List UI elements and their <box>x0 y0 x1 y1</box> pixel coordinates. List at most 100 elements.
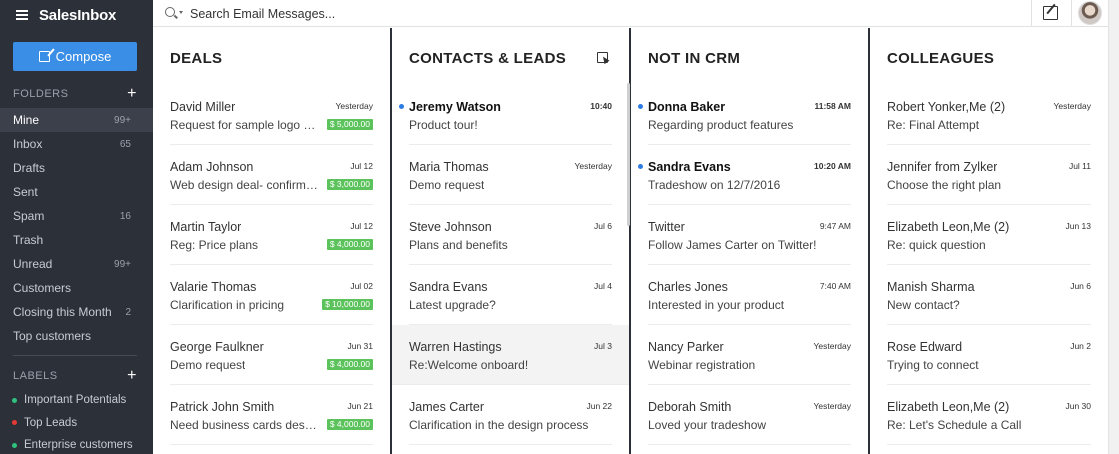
list-item[interactable]: James Carter Jun 22 Clarification in the d… <box>409 385 612 445</box>
mail-subject: Webinar registration <box>648 358 756 372</box>
list-item[interactable]: Sandra Evans Jul 4 Latest upgrade? <box>409 265 612 325</box>
label-text: Important Potentials <box>24 394 127 407</box>
folder-item-top-customers[interactable]: Top customers <box>0 324 153 348</box>
contacts-leads-column: CONTACTS & LEADS Jeremy Watson 10:40 Produ… <box>392 28 630 454</box>
mail-date: Jul 12 <box>350 161 373 171</box>
list-item[interactable]: Donna Baker 11:58 AM Regarding product fea… <box>638 85 851 145</box>
label-color-dot <box>12 420 17 426</box>
folder-item-unread[interactable]: Unread 99+ <box>0 252 153 276</box>
sender-name: George Faulkner <box>170 340 264 354</box>
list-item[interactable]: Sandra Evans 10:20 AM Tradeshow on 12/7/20… <box>638 145 851 205</box>
sender-name: Twitter <box>648 220 685 234</box>
mail-subject: Interested in your product <box>648 298 785 312</box>
compose-icon <box>38 51 50 62</box>
list-item[interactable]: Jennifer from Zylker Jul 11 Choose the rig… <box>887 145 1091 205</box>
list-item[interactable]: Martin Taylor Jul 12 Reg: Price plans $ 4,0… <box>170 205 373 265</box>
new-note-icon[interactable] <box>1043 6 1058 20</box>
folder-label: Sent <box>13 185 38 199</box>
search-icon[interactable] <box>165 7 175 17</box>
compose-button[interactable]: Compose <box>13 42 137 71</box>
mail-subject: Web design deal- confirmat... <box>170 178 318 192</box>
list-item[interactable]: Jeremy Watson 10:40 Product tour! <box>399 85 612 145</box>
add-label-icon[interactable]: + <box>127 367 137 384</box>
sender-name: Nancy Parker <box>648 340 724 354</box>
list-item-selected[interactable]: Warren Hastings Jul 3 Re:Welcome onboard! <box>392 325 629 385</box>
mail-date: Jun 6 <box>1070 281 1091 291</box>
compose-label: Compose <box>55 49 112 64</box>
folder-label: Customers <box>13 281 72 295</box>
mail-subject: Re: Final Attempt <box>887 118 980 132</box>
sender-name: Maria Thomas <box>409 160 489 174</box>
deal-amount-badge: $ 4,000.00 <box>326 419 373 430</box>
folder-item-trash[interactable]: Trash <box>0 228 153 252</box>
sender-name: Elizabeth Leon,Me (2) <box>887 400 1010 414</box>
list-item[interactable]: Charles Jones 7:40 AM Interested in your p… <box>648 265 851 325</box>
folder-item-sent[interactable]: Sent <box>0 180 153 204</box>
folder-item-mine[interactable]: Mine 99+ <box>0 108 153 132</box>
folder-label: Unread <box>13 257 53 271</box>
deal-amount-badge: $ 5,000.00 <box>326 119 373 130</box>
folder-count: 16 <box>119 210 131 222</box>
list-item[interactable]: Nancy Parker Yesterday Webinar registratio… <box>648 325 851 385</box>
contacts-list: Jeremy Watson 10:40 Product tour! Maria Th… <box>392 85 629 445</box>
mail-date: Jun 13 <box>1065 221 1091 231</box>
sender-name: Steve Johnson <box>409 220 492 234</box>
list-item[interactable]: Valarie Thomas Jul 02 Clarification in pri… <box>170 265 373 325</box>
search-input[interactable] <box>190 5 590 23</box>
labels-heading: LABELS <box>13 370 58 382</box>
sender-name: Deborah Smith <box>648 400 732 414</box>
list-item[interactable]: Robert Yonker,Me (2) Yesterday Re: Final A… <box>887 85 1091 145</box>
list-item[interactable]: Adam Johnson Jul 12 Web design deal- confi… <box>170 145 373 205</box>
avatar[interactable] <box>1078 1 1102 25</box>
folder-count: 2 <box>125 306 131 318</box>
list-item[interactable]: Manish Sharma Jun 6 New contact? <box>887 265 1091 325</box>
column-scrollbar[interactable] <box>627 83 630 226</box>
list-item[interactable]: Deborah Smith Yesterday Loved your tradesh… <box>648 385 851 445</box>
sidebar: SalesInbox Compose FOLDERS + Mine 99+ Inb… <box>0 0 153 454</box>
deal-amount-badge: $ 4,000.00 <box>326 239 373 250</box>
folder-item-inbox[interactable]: Inbox 65 <box>0 132 153 156</box>
sender-name: Robert Yonker,Me (2) <box>887 100 1006 114</box>
folders-header: FOLDERS + <box>13 86 137 102</box>
mail-date: Jun 21 <box>347 401 373 411</box>
menu-icon[interactable] <box>16 10 28 20</box>
list-item[interactable]: Maria Thomas Yesterday Demo request <box>409 145 612 205</box>
mail-subject: Follow James Carter on Twitter! <box>648 238 817 252</box>
list-item[interactable]: Patrick John Smith Jun 21 Need business ca… <box>170 385 373 445</box>
folder-item-customers[interactable]: Customers <box>0 276 153 300</box>
folder-label: Top customers <box>13 329 92 343</box>
list-item[interactable]: Elizabeth Leon,Me (2) Jun 30 Re: Let's Sch… <box>887 385 1091 445</box>
sender-name: Elizabeth Leon,Me (2) <box>887 220 1010 234</box>
folder-label: Mine <box>13 113 40 127</box>
folder-label: Closing this Month <box>13 305 112 319</box>
column-title: COLLEAGUES <box>887 50 995 67</box>
label-item-top-leads[interactable]: Top Leads <box>0 412 153 435</box>
list-item[interactable]: Elizabeth Leon,Me (2) Jun 13 Re: quick que… <box>887 205 1091 265</box>
chevron-down-icon[interactable] <box>179 11 183 14</box>
mail-date: 10:20 AM <box>813 161 851 171</box>
folder-item-closing-this-month[interactable]: Closing this Month 2 <box>0 300 153 324</box>
list-item[interactable]: Twitter 9:47 AM Follow James Carter on Twi… <box>648 205 851 265</box>
mail-subject: Re: quick question <box>887 238 986 252</box>
list-item[interactable]: David Miller Yesterday Request for sample … <box>170 85 373 145</box>
label-item-enterprise-customers[interactable]: Enterprise customers <box>0 434 153 454</box>
list-item[interactable]: Rose Edward Jun 2 Trying to connect <box>887 325 1091 385</box>
deal-amount-badge: $ 3,000.00 <box>326 179 373 190</box>
mail-subject: Demo request <box>409 178 485 192</box>
add-folder-icon[interactable]: + <box>127 85 137 102</box>
folder-item-drafts[interactable]: Drafts <box>0 156 153 180</box>
sender-name: Manish Sharma <box>887 280 975 294</box>
folder-count: 99+ <box>114 258 131 270</box>
mail-subject: Clarification in the design process <box>409 418 589 432</box>
select-cursor-icon[interactable] <box>597 52 608 63</box>
label-list: Important Potentials Top Leads Enterpris… <box>0 389 153 454</box>
sender-name: Patrick John Smith <box>170 400 275 414</box>
list-item[interactable]: Steve Johnson Jul 6 Plans and benefits <box>409 205 612 265</box>
page-scrollbar[interactable] <box>1108 0 1119 454</box>
mail-subject: Reg: Price plans <box>170 238 259 252</box>
mail-subject: Tradeshow on 12/7/2016 <box>648 178 781 192</box>
mail-date: 9:47 AM <box>819 221 851 231</box>
label-item-important-potentials[interactable]: Important Potentials <box>0 389 153 412</box>
folder-item-spam[interactable]: Spam 16 <box>0 204 153 228</box>
list-item[interactable]: George Faulkner Jun 31 Demo request $ 4,000… <box>170 325 373 385</box>
